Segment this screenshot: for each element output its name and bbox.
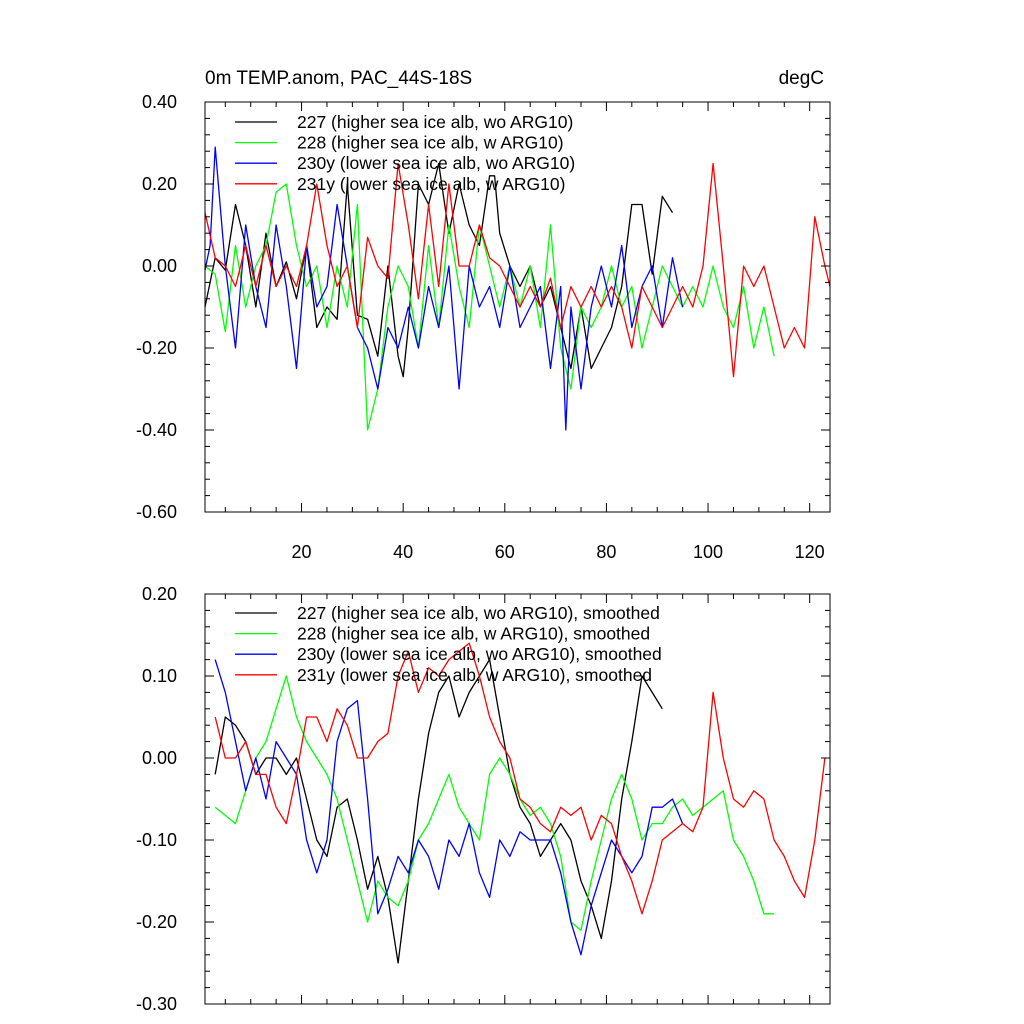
top-series-line-1 [204,162,674,378]
top-chart-title-right: degC [779,68,824,89]
top-ytick-label: -0.40 [136,420,177,440]
bottom-series-line-1 [214,658,663,964]
bottom-legend-label-1: 227 (higher sea ice alb, wo ARG10), smoo… [297,603,660,623]
top-series-line-2 [204,183,775,431]
bottom-series-line-3 [214,659,684,956]
top-chart-legend: 227 (higher sea ice alb, wo ARG10)228 (h… [235,112,575,194]
top-legend-label-2: 228 (higher sea ice alb, w ARG10) [297,133,564,153]
bottom-legend-label-3: 230y (lower sea ice alb, wo ARG10), smoo… [297,644,662,664]
top-ytick-label: 0.40 [142,92,177,112]
bottom-chart-frame [204,593,831,1005]
bottom-series-line-2 [214,675,775,931]
bottom-chart-panel: -0.30 -0.20 -0.10 0.00 0.10 0.20 227 (higher … [136,584,831,1014]
top-xtick-label: 60 [495,542,515,562]
bottom-ytick-label: -0.10 [136,830,177,850]
top-xtick-label: 100 [693,542,723,562]
top-legend-label-4: 231y (lower sea ice alb, w ARG10) [297,174,565,194]
bottom-legend-label-2: 228 (higher sea ice alb, w ARG10), smoot… [297,624,650,644]
bottom-legend-label-4: 231y (lower sea ice alb, w ARG10), smoot… [297,665,652,685]
top-xtick-label: 40 [393,542,413,562]
bottom-ytick-label: -0.30 [136,994,177,1014]
top-ytick-label: -0.60 [136,502,177,522]
top-ytick-label: -0.20 [136,338,177,358]
bottom-series-line-4 [214,642,826,915]
top-legend-label-3: 230y (lower sea ice alb, wo ARG10) [297,153,575,173]
top-series-line-4 [204,162,831,378]
top-legend-label-1: 227 (higher sea ice alb, wo ARG10) [297,112,573,132]
top-xtick-label: 20 [292,542,312,562]
bottom-chart-legend: 227 (higher sea ice alb, wo ARG10), smoo… [235,603,662,685]
bottom-ytick-label: 0.10 [142,666,177,686]
top-chart-title-left: 0m TEMP.anom, PAC_44S-18S [205,68,472,89]
bottom-ytick-label: -0.20 [136,912,177,932]
top-series-line-3 [204,146,684,431]
top-xtick-label: 120 [795,542,825,562]
top-xtick-label: 80 [596,542,616,562]
bottom-ytick-label: 0.00 [142,748,177,768]
top-chart-panel: 0m TEMP.anom, PAC_44S-18S degC -0.60 -0.4… [136,68,831,562]
top-ytick-label: 0.20 [142,174,177,194]
top-chart-frame [204,101,831,513]
top-ytick-label: 0.00 [142,256,177,276]
bottom-ytick-label: 0.20 [142,584,177,604]
